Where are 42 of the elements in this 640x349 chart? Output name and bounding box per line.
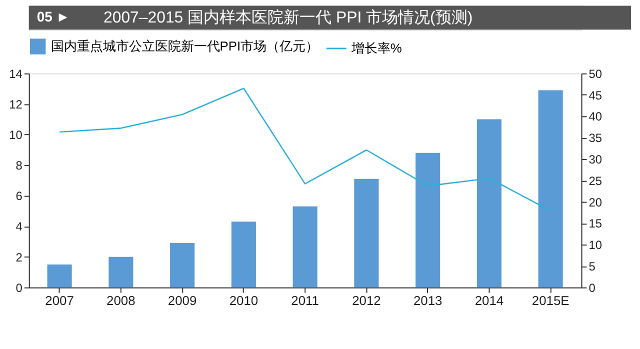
y2-tick-label: 10 <box>588 238 602 252</box>
y-tick-label: 6 <box>16 189 23 204</box>
y-tick-label: 10 <box>9 128 23 142</box>
y2-tick-label: 20 <box>588 195 602 210</box>
x-tick-label: 2010 <box>229 292 258 308</box>
bar <box>47 264 72 288</box>
x-tick-label: 2015E <box>532 292 570 308</box>
y-tick-label: 8 <box>16 158 23 173</box>
y-tick-label: 4 <box>16 220 23 234</box>
y2-tick-label: 45 <box>588 88 602 102</box>
y-tick-label: 0 <box>16 280 23 295</box>
bar <box>354 178 379 288</box>
bar <box>170 243 195 288</box>
bar <box>292 206 318 288</box>
x-tick-label: 2009 <box>168 292 197 308</box>
x-tick-label: 2011 <box>291 292 319 308</box>
y2-tick-label: 0 <box>588 280 596 295</box>
legend-label: 国内重点城市公立医院新一代PPI市场（亿元） <box>50 38 319 54</box>
y-tick-label: 2 <box>16 250 23 264</box>
x-tick-label: 2012 <box>352 292 381 308</box>
y-tick-label: 12 <box>9 97 23 112</box>
bar <box>416 152 440 288</box>
y2-tick-label: 5 <box>588 259 596 274</box>
y2-tick-label: 25 <box>588 174 602 188</box>
y2-tick-label: 40 <box>588 110 602 124</box>
bar <box>108 256 134 288</box>
chart-title: 2007–2015 国内样本医院新一代 PPI 市场情况(预测) <box>104 8 473 27</box>
bar <box>231 222 256 288</box>
x-tick-label: 2014 <box>474 292 504 308</box>
x-tick-label: 2013 <box>413 292 442 308</box>
bar <box>476 119 502 288</box>
y2-tick-label: 15 <box>588 216 602 231</box>
x-tick-label: 2007 <box>45 292 74 308</box>
x-tick-label: 2008 <box>106 292 136 308</box>
legend-label: 增长率% <box>350 40 402 56</box>
y-tick-label: 14 <box>9 66 23 81</box>
line-series <box>58 88 552 212</box>
bar <box>538 90 563 288</box>
y2-tick-label: 50 <box>588 66 602 81</box>
text: 05 ► <box>36 8 70 25</box>
y2-tick-label: 35 <box>588 131 602 146</box>
y2-tick-label: 30 <box>588 152 602 166</box>
